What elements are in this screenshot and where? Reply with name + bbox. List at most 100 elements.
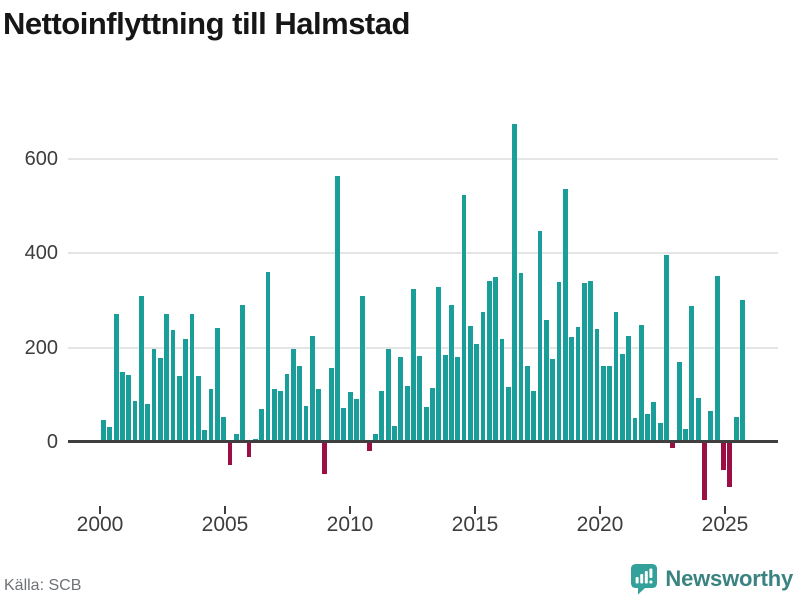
bar [265, 272, 271, 442]
x-axis-line [68, 440, 778, 443]
y-axis-label: 200 [24, 336, 58, 359]
y-axis-label: 0 [46, 431, 58, 453]
bar [354, 399, 359, 442]
bar [411, 288, 416, 442]
bar [505, 386, 511, 442]
bar [101, 419, 106, 442]
x-axis-tick [99, 506, 101, 514]
bar [335, 176, 340, 442]
bar [518, 272, 524, 442]
bar [176, 376, 182, 442]
bar [594, 328, 600, 442]
x-axis-label: 2020 [576, 513, 624, 536]
bar [727, 443, 733, 487]
bar [195, 376, 201, 442]
y-axis-label: 600 [24, 147, 58, 170]
newsworthy-wordmark: Newsworthy [665, 566, 793, 591]
bar [259, 408, 265, 442]
bar [714, 275, 720, 442]
x-axis-tick [349, 506, 351, 514]
bar [423, 406, 429, 442]
bar [145, 403, 151, 442]
bar [468, 326, 473, 442]
bar [246, 443, 252, 458]
bar [139, 295, 144, 442]
gridline [68, 346, 778, 349]
bar [626, 336, 631, 442]
bar [708, 410, 714, 442]
bar [619, 353, 625, 442]
bar [651, 401, 657, 442]
bar [543, 319, 549, 442]
bar [309, 335, 315, 442]
bar [360, 295, 366, 442]
bar [107, 427, 113, 442]
bar [556, 281, 562, 442]
x-axis-label: 2000 [76, 513, 124, 536]
bar [569, 336, 575, 442]
bar [676, 361, 682, 442]
newsworthy-logo[interactable]: Newsworthy [631, 563, 793, 595]
bar [664, 255, 669, 442]
bar [550, 359, 556, 442]
bar [157, 357, 163, 442]
bar [392, 425, 397, 442]
bar [581, 282, 587, 442]
bar [670, 443, 676, 448]
bar [151, 349, 157, 442]
bar [449, 305, 454, 442]
bar [562, 188, 568, 442]
bar [588, 280, 594, 442]
x-axis-label: 2025 [701, 513, 749, 536]
bar [328, 368, 334, 442]
bar [499, 338, 505, 442]
bar [524, 365, 530, 442]
bar [493, 276, 499, 442]
bar [417, 356, 423, 442]
bar [240, 304, 246, 442]
bar [455, 356, 461, 442]
x-axis-tick [724, 506, 726, 514]
bar [430, 387, 435, 442]
bar [486, 280, 492, 442]
bar [537, 231, 543, 442]
bar [227, 443, 233, 465]
bar [322, 443, 328, 474]
bar [480, 312, 486, 442]
bar [398, 356, 404, 442]
bar [113, 314, 119, 442]
bar [183, 339, 189, 442]
bar [271, 389, 277, 442]
bar [233, 434, 239, 442]
bar [695, 398, 701, 442]
bar [600, 366, 606, 442]
bar [613, 312, 619, 442]
source-text: Källa: SCB [4, 577, 82, 594]
bar [297, 366, 302, 442]
bar [607, 365, 613, 442]
bar [657, 422, 663, 442]
x-axis-label: 2015 [451, 513, 499, 536]
bar [341, 408, 347, 442]
bar [702, 443, 707, 500]
bar [404, 385, 410, 442]
bar [512, 124, 518, 442]
bar [208, 388, 214, 442]
bar [164, 314, 170, 442]
bar [303, 406, 309, 442]
bar [645, 413, 650, 442]
bar [202, 430, 208, 442]
x-axis-tick [224, 506, 226, 514]
x-axis-tick [474, 506, 476, 514]
bar [632, 418, 638, 442]
bar [366, 443, 372, 451]
bar [689, 306, 695, 442]
bar [214, 328, 220, 442]
bar [189, 314, 195, 442]
bar [316, 389, 321, 442]
bar [221, 417, 227, 442]
x-axis-label: 2010 [326, 513, 374, 536]
bar [436, 286, 442, 442]
bar [284, 373, 290, 442]
